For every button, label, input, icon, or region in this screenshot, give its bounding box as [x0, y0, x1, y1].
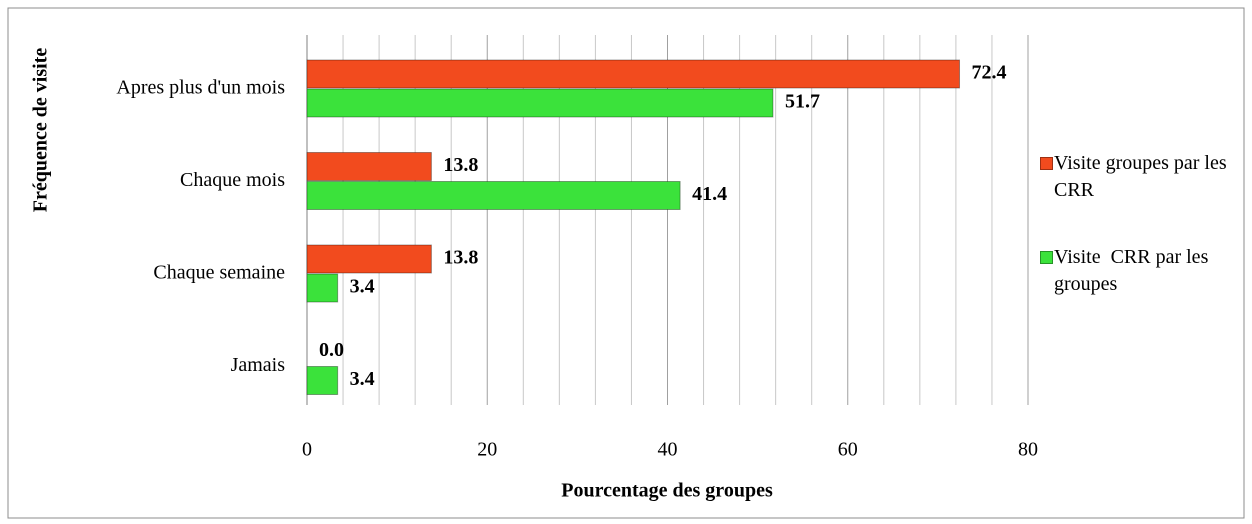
value-label: 3.4 [350, 368, 375, 390]
legend-entry: Visite CRR par les groupes [1040, 244, 1252, 298]
value-label: 41.4 [692, 183, 727, 205]
y-tick-label: Apres plus d'un mois [116, 77, 285, 99]
bar [306, 181, 681, 210]
x-tick-label: 80 [1018, 439, 1038, 461]
value-label: 13.8 [443, 154, 478, 176]
x-axis-title: Pourcentage des groupes [561, 480, 773, 502]
x-tick-label: 40 [658, 439, 678, 461]
bar [306, 88, 774, 118]
bar [306, 273, 339, 303]
value-label: 51.7 [785, 91, 820, 113]
x-tick-label: 60 [838, 439, 858, 461]
value-label: 3.4 [350, 276, 375, 298]
value-label: 0.0 [319, 339, 344, 361]
y-tick-label: Chaque mois [180, 169, 285, 191]
y-tick-label: Jamais [231, 354, 286, 376]
bar [306, 152, 432, 181]
bar [306, 366, 339, 395]
x-tick-label: 20 [477, 439, 497, 461]
legend-label: Visite CRR par les groupes [1054, 246, 1214, 295]
bar [306, 244, 432, 274]
y-axis-title: Fréquence de visite [30, 48, 52, 213]
legend-entry: Visite groupes par les CRR [1040, 150, 1252, 204]
legend-swatch [1040, 251, 1053, 264]
x-tick-label: 0 [302, 439, 312, 461]
legend-swatch [1040, 157, 1053, 170]
value-label: 72.4 [972, 62, 1007, 84]
y-tick-label: Chaque semaine [153, 262, 285, 284]
bar [306, 59, 961, 89]
legend-label: Visite groupes par les CRR [1054, 152, 1232, 201]
value-label: 13.8 [443, 247, 478, 269]
